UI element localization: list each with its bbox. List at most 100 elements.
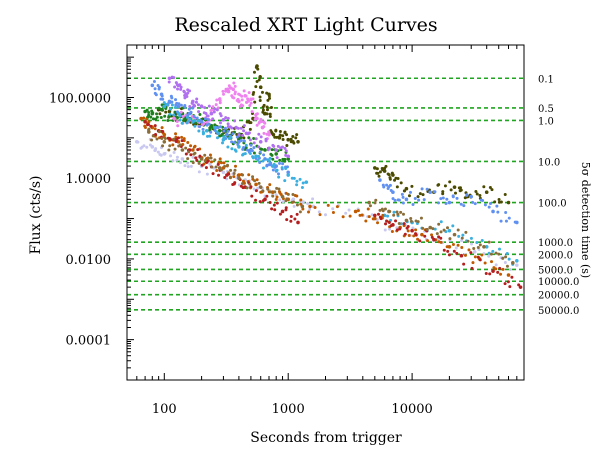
data-point	[308, 204, 312, 209]
data-point	[249, 101, 253, 105]
data-point	[462, 204, 466, 208]
data-point	[428, 225, 433, 230]
data-point	[191, 155, 195, 159]
data-point	[317, 210, 321, 214]
data-point	[154, 93, 158, 97]
data-point	[163, 137, 167, 141]
data-point	[518, 285, 523, 289]
data-point	[504, 219, 508, 223]
data-point	[162, 104, 167, 109]
data-point	[241, 173, 245, 177]
data-point	[189, 110, 193, 114]
data-point	[150, 83, 155, 88]
data-point	[489, 201, 493, 205]
data-point	[267, 94, 271, 98]
data-point	[281, 134, 285, 138]
data-point	[388, 209, 392, 213]
data-point	[406, 225, 410, 229]
data-point	[274, 148, 278, 152]
data-point	[455, 196, 459, 200]
data-point	[374, 198, 378, 202]
data-point	[401, 201, 405, 205]
data-point	[487, 251, 491, 255]
data-point	[375, 167, 379, 171]
data-point	[393, 198, 397, 202]
data-point	[188, 104, 192, 108]
data-point	[508, 268, 512, 272]
data-point	[364, 219, 368, 223]
data-point	[286, 157, 291, 161]
data-point	[280, 166, 284, 170]
data-point	[304, 180, 309, 184]
data-point	[186, 91, 190, 95]
data-point	[285, 143, 289, 147]
data-point	[478, 193, 482, 197]
data-point	[418, 192, 422, 196]
data-point	[156, 150, 160, 154]
data-point	[409, 219, 413, 223]
data-point	[143, 120, 147, 124]
data-point	[274, 197, 278, 201]
detection-time-label: 10.0	[538, 157, 560, 168]
data-point	[237, 176, 241, 181]
data-point	[459, 188, 463, 192]
data-point	[172, 137, 176, 141]
data-point	[216, 126, 220, 130]
data-point	[286, 137, 291, 142]
data-point	[494, 267, 498, 271]
data-point	[413, 196, 417, 200]
data-point	[385, 183, 389, 187]
data-point	[236, 126, 240, 130]
data-point	[206, 156, 210, 160]
data-point	[295, 212, 299, 216]
data-point	[243, 152, 247, 156]
data-point	[263, 121, 267, 125]
data-point	[313, 205, 317, 209]
data-point	[381, 213, 385, 217]
data-point	[401, 212, 405, 216]
data-point	[215, 168, 219, 172]
data-point	[272, 162, 276, 166]
data-point	[298, 210, 302, 214]
data-point	[179, 87, 183, 91]
data-point	[373, 216, 377, 221]
data-point	[161, 130, 165, 134]
data-point	[200, 163, 204, 167]
data-point	[228, 175, 232, 179]
data-point	[180, 135, 184, 139]
data-point	[428, 190, 433, 195]
data-point	[277, 172, 281, 176]
data-point	[168, 112, 172, 116]
data-point	[280, 145, 284, 149]
data-point	[176, 104, 181, 109]
data-point	[209, 130, 213, 134]
data-point	[284, 149, 288, 153]
data-point	[185, 94, 189, 98]
data-point	[198, 112, 202, 116]
data-point	[172, 76, 176, 80]
data-point	[284, 208, 288, 212]
data-point	[170, 100, 174, 104]
data-point	[285, 197, 289, 201]
data-point	[168, 138, 172, 142]
data-point	[425, 239, 429, 243]
data-point	[311, 197, 315, 201]
data-point	[467, 248, 471, 252]
data-point	[261, 189, 265, 193]
data-point	[277, 136, 282, 140]
right-axis-label: 5σ detection time (s)	[579, 162, 592, 278]
detection-time-label: 1.0	[538, 116, 554, 127]
data-point	[242, 146, 246, 150]
data-point	[469, 251, 473, 255]
data-point	[488, 272, 492, 276]
data-point	[497, 198, 501, 202]
data-point	[242, 129, 246, 133]
data-point	[184, 146, 188, 150]
data-point	[286, 192, 290, 196]
x-tick-label: 100	[152, 402, 177, 417]
data-point	[443, 184, 447, 188]
data-point	[226, 89, 231, 94]
data-point	[484, 272, 488, 276]
data-point	[286, 173, 291, 177]
